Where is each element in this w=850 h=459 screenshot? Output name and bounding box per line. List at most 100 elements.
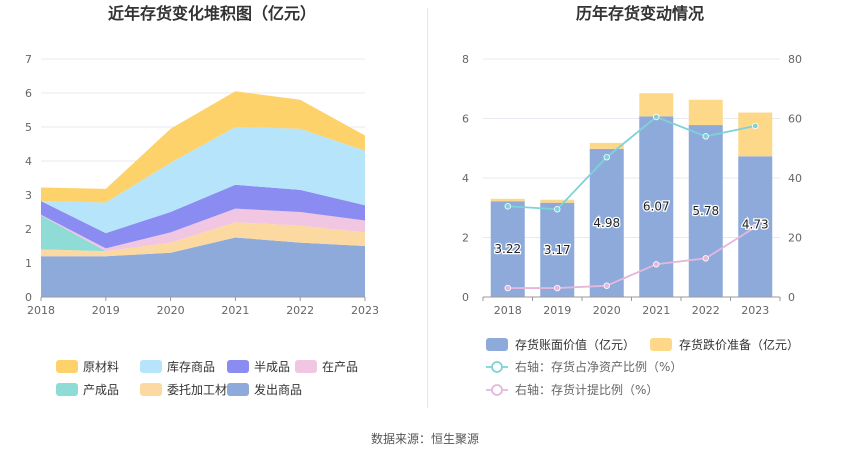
bar-impairment-provision [490, 198, 525, 202]
point-provision-ratio [603, 282, 610, 289]
right-x-tick-label: 2019 [543, 304, 571, 317]
bar-impairment-provision [589, 142, 624, 149]
right-y2-tick-label: 80 [788, 53, 802, 66]
legend-swatch [486, 338, 508, 351]
legend-item[interactable]: 原材料 [56, 360, 119, 374]
legend-swatch [140, 360, 162, 373]
legend-item[interactable]: 库存商品 [140, 359, 215, 374]
legend-swatch [650, 338, 672, 351]
line-provision-ratio [507, 226, 756, 289]
legend-swatch [227, 360, 249, 373]
legend-item[interactable]: 存货账面价值（亿元） [486, 337, 635, 352]
right-chart-title: 历年存货变动情况 [576, 4, 704, 23]
left-x-tick-label: 2023 [351, 304, 379, 317]
chart-divider [427, 8, 428, 408]
bar-value-label: 5.78 [692, 204, 719, 218]
legend-label: 右轴：存货计提比例（%） [515, 382, 658, 397]
left-x-tick-label: 2022 [286, 304, 314, 317]
legend-label: 存货跌价准备（亿元） [679, 337, 799, 352]
legend-item[interactable]: 委托加工材料 [140, 383, 239, 397]
legend-swatch [227, 383, 249, 396]
left-y-tick-label: 2 [25, 223, 32, 236]
legend-item[interactable]: 右轴：存货占净资产比例（%） [486, 359, 682, 374]
point-net-asset-ratio [702, 133, 709, 140]
point-provision-ratio [554, 284, 561, 292]
legend-item[interactable]: 存货跌价准备（亿元） [650, 337, 799, 352]
legend-label: 右轴：存货占净资产比例（%） [515, 359, 682, 374]
left-y-tick-label: 6 [25, 87, 32, 100]
legend-swatch [56, 383, 78, 396]
area-产成品 [41, 215, 365, 252]
left-y-tick-label: 3 [25, 189, 32, 202]
right-y2-tick-label: 60 [788, 113, 802, 126]
area-委托加工材料 [41, 222, 365, 257]
legend-item[interactable]: 发出商品 [227, 382, 302, 397]
bar-value-label: 4.73 [742, 217, 769, 231]
right-y-tick-label: 4 [462, 172, 469, 185]
left-y-tick-label: 0 [25, 291, 32, 304]
right-y2-tick-label: 20 [788, 232, 802, 245]
right-x-tick-label: 2022 [692, 304, 720, 317]
right-legend[interactable]: 存货账面价值（亿元） 存货跌价准备（亿元） 右轴：存货占净资产比例（%） 右轴：存货计… [486, 337, 799, 397]
area-半成品 [41, 184, 365, 249]
inventory-change-bar-chart: 历年存货变动情况 3.22 3.17 4.98 6.07 5.78 4.73 0 2 4 6 80… [462, 4, 802, 397]
data-source-label: 数据来源： [370, 432, 431, 446]
legend-item[interactable]: 在产品 [295, 360, 358, 374]
left-y-tick-label: 1 [25, 257, 32, 270]
point-net-asset-ratio [752, 122, 759, 130]
bar-impairment-provision [738, 112, 773, 157]
point-net-asset-ratio [603, 153, 610, 161]
area-发出商品 [41, 237, 365, 297]
right-y-tick-label: 2 [462, 232, 469, 245]
bar-value-label: 3.22 [494, 242, 521, 256]
area-在产品 [41, 208, 365, 252]
right-y-tick-label: 8 [462, 53, 469, 66]
left-y-tick-label: 4 [25, 155, 32, 168]
data-source-name: 恒生聚源 [431, 432, 480, 446]
bar-book-value [688, 125, 723, 297]
point-provision-ratio [653, 261, 660, 268]
legend-label: 存货账面价值（亿元） [515, 337, 635, 352]
legend-swatch [56, 360, 78, 373]
legend-marker [491, 384, 503, 396]
legend-label: 半成品 [254, 360, 290, 374]
left-axes: 0 1 2 3 4 5 6 7 2018 2019 2020 2021 2022 2023 [25, 53, 379, 317]
legend-item[interactable]: 产成品 [56, 383, 119, 397]
right-lines: 3.22 3.17 4.98 6.07 5.78 4.73 [493, 113, 770, 292]
data-source-footer: 数据来源：恒生聚源 [0, 430, 850, 447]
left-y-tick-label: 5 [25, 121, 32, 134]
bar-value-label: 6.07 [643, 200, 670, 214]
point-provision-ratio [702, 255, 709, 262]
bar-value-label: 4.98 [593, 216, 620, 230]
bar-book-value [589, 148, 624, 297]
area-原材料 [41, 91, 365, 203]
point-provision-ratio [504, 284, 511, 292]
right-y-tick-label: 6 [462, 113, 469, 126]
point-net-asset-ratio [554, 206, 561, 213]
left-y-tick-label: 7 [25, 53, 32, 66]
legend-label: 产成品 [83, 383, 119, 397]
right-y2-tick-label: 40 [788, 172, 802, 185]
point-net-asset-ratio [653, 113, 660, 121]
point-net-asset-ratio [504, 203, 511, 210]
right-bars [490, 93, 773, 297]
legend-item[interactable]: 右轴：存货计提比例（%） [486, 382, 658, 397]
legend-label: 委托加工材料 [167, 383, 239, 397]
right-y-tick-label: 0 [462, 291, 469, 304]
bar-impairment-provision [688, 99, 723, 126]
right-grid [483, 58, 780, 298]
left-chart-title: 近年存货变化堆积图（亿元） [108, 4, 316, 23]
bar-impairment-provision [639, 93, 674, 117]
left-areas [41, 91, 365, 297]
legend-item[interactable]: 半成品 [227, 360, 290, 374]
left-x-tick-label: 2019 [92, 304, 120, 317]
area-库存商品 [41, 127, 365, 234]
line-net-asset-ratio [507, 115, 756, 211]
bar-value-label: 3.17 [544, 243, 571, 257]
legend-swatch [140, 383, 162, 396]
legend-label: 在产品 [322, 360, 358, 374]
left-x-tick-label: 2020 [157, 304, 185, 317]
bar-impairment-provision [540, 199, 575, 203]
